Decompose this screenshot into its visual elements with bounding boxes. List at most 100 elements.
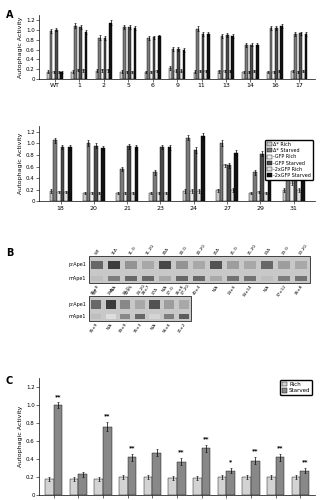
Bar — [91, 300, 101, 309]
Bar — [300, 470, 309, 495]
Bar — [220, 144, 223, 202]
Bar — [197, 191, 201, 202]
Bar — [79, 28, 82, 79]
Text: 40±4: 40±4 — [193, 284, 202, 296]
Bar — [57, 192, 61, 202]
Bar — [159, 260, 171, 269]
Bar — [150, 192, 153, 202]
Legend: Rich, Starved: Rich, Starved — [280, 380, 312, 396]
Bar — [226, 35, 229, 79]
Text: 22±5: 22±5 — [125, 284, 135, 296]
Bar — [297, 190, 301, 202]
Bar — [60, 72, 63, 79]
Bar — [216, 190, 220, 202]
Bar — [290, 183, 293, 202]
Bar — [261, 276, 273, 280]
Text: 20Δ: 20Δ — [162, 246, 170, 256]
Bar — [253, 172, 257, 202]
Text: 21-G: 21-G — [230, 245, 239, 256]
Bar — [150, 72, 153, 79]
Text: **: ** — [104, 414, 111, 418]
Bar — [229, 71, 231, 79]
Text: prApe1: prApe1 — [68, 302, 86, 307]
Bar — [278, 276, 290, 280]
Bar — [52, 72, 55, 79]
Bar — [295, 276, 307, 280]
Bar — [164, 300, 174, 309]
Bar — [108, 276, 120, 280]
Text: B: B — [6, 248, 13, 258]
Bar — [305, 34, 307, 79]
Bar — [231, 36, 234, 79]
Bar — [244, 276, 256, 280]
Bar — [218, 477, 227, 495]
Bar — [218, 72, 221, 79]
Bar — [253, 72, 256, 79]
Text: WT: WT — [93, 288, 100, 296]
Bar — [85, 32, 87, 79]
Bar — [45, 479, 54, 495]
Bar — [125, 72, 128, 79]
Bar — [107, 70, 109, 79]
Bar — [278, 72, 280, 79]
Text: 34±14: 34±14 — [242, 284, 254, 298]
Bar — [155, 72, 158, 79]
Bar — [90, 192, 94, 202]
Text: mApe1: mApe1 — [69, 314, 86, 319]
Bar — [131, 192, 135, 202]
Bar — [89, 296, 191, 322]
Text: 24-G: 24-G — [122, 285, 131, 296]
Bar — [168, 148, 172, 202]
Bar — [135, 148, 138, 202]
Bar — [124, 192, 127, 202]
Bar — [227, 276, 239, 280]
Bar — [134, 28, 136, 79]
Bar — [260, 154, 264, 202]
Bar — [278, 260, 290, 269]
Bar — [153, 172, 157, 202]
Bar — [91, 314, 101, 319]
Text: 23-G: 23-G — [281, 245, 290, 256]
Text: 28±7: 28±7 — [142, 284, 151, 296]
Bar — [301, 145, 305, 202]
Text: 11Δ: 11Δ — [111, 247, 119, 256]
Text: 27Δ: 27Δ — [151, 286, 159, 296]
Bar — [299, 34, 302, 79]
Y-axis label: Autophagic Activity: Autophagic Activity — [18, 16, 23, 78]
Bar — [283, 190, 286, 202]
Bar — [77, 70, 79, 79]
Bar — [125, 260, 137, 269]
Bar — [244, 260, 256, 269]
Bar — [280, 26, 283, 79]
Bar — [177, 462, 186, 495]
Bar — [183, 50, 185, 79]
Bar — [286, 146, 290, 202]
Bar — [131, 72, 134, 79]
Bar — [101, 70, 104, 79]
Text: **: ** — [55, 394, 61, 398]
Bar — [101, 148, 105, 202]
Bar — [178, 300, 189, 309]
Text: **: ** — [129, 445, 135, 450]
Bar — [83, 192, 86, 202]
Bar — [210, 276, 222, 280]
Text: prApe1: prApe1 — [68, 262, 86, 268]
Text: 39±9: 39±9 — [119, 322, 128, 334]
Text: WT: WT — [94, 248, 101, 256]
Bar — [297, 72, 299, 79]
Bar — [294, 34, 297, 79]
Bar — [210, 260, 222, 269]
Text: 24Δ: 24Δ — [107, 286, 115, 296]
Text: N/A: N/A — [150, 322, 158, 330]
Bar — [193, 260, 205, 269]
Text: N/A: N/A — [212, 284, 219, 292]
Bar — [125, 276, 137, 280]
Text: N/A: N/A — [161, 284, 168, 292]
Bar — [193, 276, 205, 280]
Bar — [169, 68, 172, 79]
Text: 35±9: 35±9 — [89, 322, 99, 334]
Text: 27-G: 27-G — [166, 285, 175, 296]
Bar — [71, 72, 74, 79]
Text: 37±12: 37±12 — [276, 284, 288, 298]
Bar — [172, 48, 175, 79]
